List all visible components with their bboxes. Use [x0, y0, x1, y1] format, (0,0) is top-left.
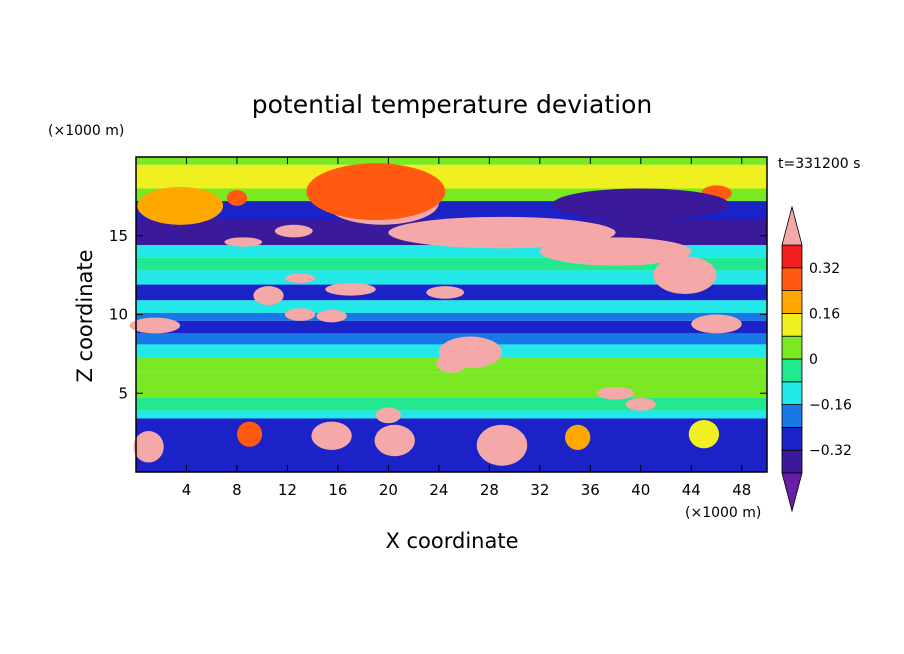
field-anomaly	[625, 397, 656, 411]
colorbar-label: 0	[809, 352, 818, 368]
colorbar-segment	[781, 312, 803, 337]
x-tick-label: 8	[232, 481, 242, 499]
colorbar-segment	[781, 449, 803, 474]
field-anomaly	[688, 420, 720, 449]
field-anomaly	[691, 314, 742, 334]
time-label: t=331200 s	[778, 156, 860, 172]
x-axis: 4 8 12 16 20 24 28 32 36 40 44 48	[182, 157, 751, 499]
field-anomaly	[224, 237, 263, 247]
field-anomaly	[311, 421, 352, 450]
x-axis-label: X coordinate	[385, 529, 518, 553]
chart-title: potential temperature deviation	[252, 90, 652, 119]
field-anomaly	[375, 407, 402, 424]
field-anomaly	[596, 386, 635, 400]
x-axis-unit: (×1000 m)	[685, 505, 761, 521]
colorbar-segment	[781, 290, 803, 314]
field-band	[136, 320, 767, 334]
field-anomaly	[374, 424, 415, 457]
field-band	[136, 157, 767, 165]
colorbar-segment	[781, 244, 803, 269]
field-anomaly	[284, 308, 316, 321]
x-tick-label: 20	[379, 481, 398, 499]
field-anomaly	[388, 216, 616, 249]
field-anomaly	[129, 317, 181, 334]
field-anomaly	[426, 286, 465, 299]
colorbar-segment	[781, 335, 803, 360]
x-tick-label: 28	[480, 481, 499, 499]
colorbar-segment	[781, 426, 803, 451]
x-tick-label: 4	[182, 481, 192, 499]
field-anomaly	[236, 421, 263, 447]
field-anomaly	[316, 309, 347, 323]
x-tick-label: 24	[429, 481, 448, 499]
field-band	[136, 372, 767, 398]
field-band	[136, 333, 767, 345]
field-anomaly	[653, 256, 717, 295]
field-band	[136, 300, 767, 313]
y-axis-label: Z coordinate	[73, 249, 97, 382]
x-tick-label: 44	[682, 481, 701, 499]
y-tick-label: 10	[109, 306, 128, 324]
x-tick-label: 32	[530, 481, 549, 499]
field-band	[136, 410, 767, 419]
colorbar-segment	[781, 381, 803, 405]
colorbar-label: −0.16	[809, 398, 852, 414]
field-anomaly	[137, 186, 224, 225]
field-anomaly	[325, 283, 376, 296]
field-anomaly	[253, 286, 284, 306]
field-anomaly	[476, 424, 528, 466]
field-anomaly	[274, 224, 313, 238]
field-anomaly	[565, 424, 591, 450]
colorbar-label: −0.32	[809, 443, 852, 459]
y-tick-label: 5	[118, 384, 128, 402]
colorbar: 0.32 0.16 0 −0.16 −0.32	[781, 205, 852, 513]
field-anomaly	[539, 237, 692, 266]
colorbar-label: 0.32	[809, 261, 840, 277]
field-band	[136, 312, 767, 321]
contour-field	[129, 157, 767, 472]
colorbar-segment	[781, 267, 803, 291]
field-band	[136, 418, 767, 472]
colorbar-extend-max	[781, 205, 803, 246]
x-tick-label: 48	[732, 481, 751, 499]
y-axis-unit: (×1000 m)	[48, 123, 124, 139]
colorbar-label: 0.16	[809, 306, 840, 322]
y-axis: 5 10 15	[109, 227, 767, 402]
field-anomaly	[226, 190, 248, 206]
field-anomaly	[436, 353, 467, 373]
colorbar-segment	[781, 404, 803, 428]
x-tick-label: 16	[328, 481, 347, 499]
field-anomaly	[133, 431, 164, 463]
colorbar-segment	[781, 358, 803, 383]
colorbar-extend-min	[781, 472, 803, 513]
field-band	[136, 164, 767, 189]
field-anomaly	[552, 188, 730, 220]
field-anomaly	[306, 163, 446, 220]
x-tick-label: 40	[631, 481, 650, 499]
x-tick-label: 12	[278, 481, 297, 499]
x-tick-label: 36	[581, 481, 600, 499]
field-band	[136, 397, 767, 411]
field-anomaly	[284, 273, 316, 283]
y-tick-label: 15	[109, 227, 128, 245]
